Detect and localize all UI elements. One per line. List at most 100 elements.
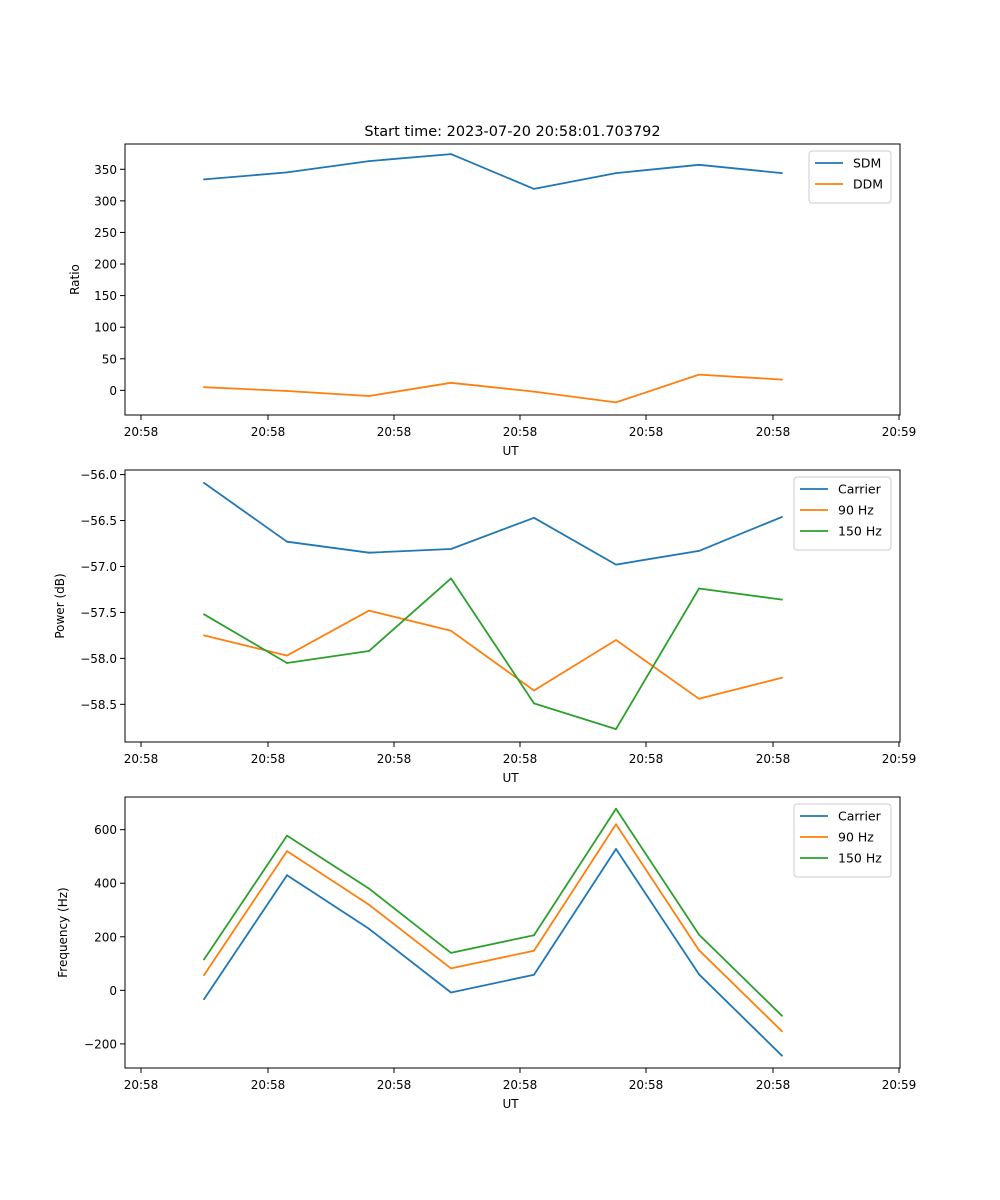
y-axis-label: Power (dB): [53, 573, 67, 638]
data-point: [450, 381, 452, 384]
legend: Carrier 90 Hz 150 Hz: [793, 476, 892, 551]
x-tick-label: 20:58: [629, 425, 664, 439]
data-point: [203, 178, 205, 181]
data-point: [533, 949, 535, 952]
data-point: [533, 702, 535, 705]
data-point: [450, 548, 452, 550]
y-tick-label: −58.0: [80, 652, 117, 666]
x-axis-label: UT: [502, 771, 519, 785]
data-point: [286, 540, 288, 543]
legend-label: Carrier: [838, 482, 882, 497]
data-point: [450, 991, 452, 994]
data-point: [368, 887, 370, 890]
data-point: [286, 874, 288, 877]
x-tick-label: 20:58: [503, 1078, 538, 1092]
data-point: [533, 390, 535, 393]
data-point: [781, 1054, 783, 1057]
x-tick-label: 20:58: [124, 752, 159, 766]
series-line-150-hz: [203, 807, 783, 1017]
data-point: [533, 934, 535, 937]
legend-label: Carrier: [838, 809, 882, 824]
legend-label: 90 Hz: [838, 830, 874, 845]
axes-frame: [124, 469, 901, 743]
data-point: [533, 689, 535, 692]
data-point: [615, 848, 617, 850]
y-tick-label: −57.0: [80, 560, 117, 574]
data-point: [203, 958, 205, 961]
axes-frame: [124, 796, 901, 1069]
series-line-carrier: [203, 848, 783, 1057]
y-tick-label: −56.0: [80, 468, 117, 482]
data-point: [615, 401, 617, 404]
data-point: [781, 516, 783, 518]
data-point: [615, 823, 617, 826]
data-point: [781, 378, 783, 381]
x-tick-label: 20:58: [756, 425, 791, 439]
legend-box: [808, 150, 892, 204]
x-tick-label: 20:58: [251, 1078, 286, 1092]
x-tick-label: 20:58: [377, 752, 412, 766]
legend: SDM DDM: [808, 150, 892, 204]
y-axis-label: Frequency (Hz): [56, 887, 70, 978]
series-line-ddm: [203, 373, 783, 404]
data-point: [286, 654, 288, 657]
data-point: [450, 952, 452, 954]
data-point: [286, 662, 288, 664]
data-point: [615, 563, 617, 566]
chart-title: Start time: 2023-07-20 20:58:01.703792: [364, 124, 660, 140]
data-point: [368, 903, 370, 906]
data-point: [368, 650, 370, 652]
data-point: [203, 386, 205, 389]
axes-frame: [124, 143, 901, 416]
data-point: [203, 998, 205, 1001]
x-axis-label: UT: [502, 444, 519, 458]
data-point: [203, 613, 205, 616]
data-point: [781, 676, 783, 679]
data-point: [368, 927, 370, 930]
y-axis-label: Ratio: [68, 264, 82, 295]
series-line-90-hz: [203, 823, 783, 1032]
series-line-carrier: [203, 482, 783, 566]
chart-panel-3: −200 0 200 400 600 20:58 20:58 20:58 20:58 20:58 2…: [56, 796, 916, 1111]
data-point: [533, 516, 535, 519]
data-point: [698, 949, 700, 952]
data-point: [698, 697, 700, 700]
y-tick-label: −57.5: [80, 606, 117, 620]
y-tick-label: 600: [94, 823, 117, 837]
x-tick-label: 20:58: [629, 752, 664, 766]
legend-label: DDM: [853, 177, 883, 192]
x-tick-label: 20:58: [503, 752, 538, 766]
data-point: [203, 482, 205, 484]
legend-label: 150 Hz: [838, 851, 882, 866]
y-tick-label: −58.5: [80, 698, 117, 712]
series-line-150-hz: [203, 577, 783, 730]
data-point: [781, 1014, 783, 1017]
chart-panel-1: Start time: 2023-07-20 20:58:01.703792 0 5…: [68, 124, 916, 458]
y-tick-label: 200: [94, 258, 117, 272]
x-tick-label: 20:58: [756, 752, 791, 766]
data-point: [203, 634, 205, 637]
y-tick-label: 300: [94, 194, 117, 208]
data-point: [698, 550, 700, 552]
x-tick-label: 20:59: [882, 425, 917, 439]
x-tick-label: 20:58: [377, 425, 412, 439]
data-point: [781, 598, 783, 601]
data-point: [450, 577, 452, 580]
data-point: [615, 639, 617, 641]
data-point: [615, 807, 617, 810]
y-tick-label: −56.5: [80, 514, 117, 528]
data-point: [286, 390, 288, 392]
data-point: [368, 551, 370, 554]
legend-label: SDM: [853, 156, 881, 171]
data-point: [615, 728, 617, 730]
data-point: [698, 933, 700, 936]
x-tick-label: 20:58: [124, 425, 159, 439]
data-point: [286, 850, 288, 852]
y-tick-label: 0: [109, 984, 117, 998]
data-point: [698, 973, 700, 976]
x-tick-label: 20:58: [503, 425, 538, 439]
y-tick-label: 150: [94, 289, 117, 303]
data-point: [203, 974, 205, 976]
data-point: [533, 188, 535, 190]
